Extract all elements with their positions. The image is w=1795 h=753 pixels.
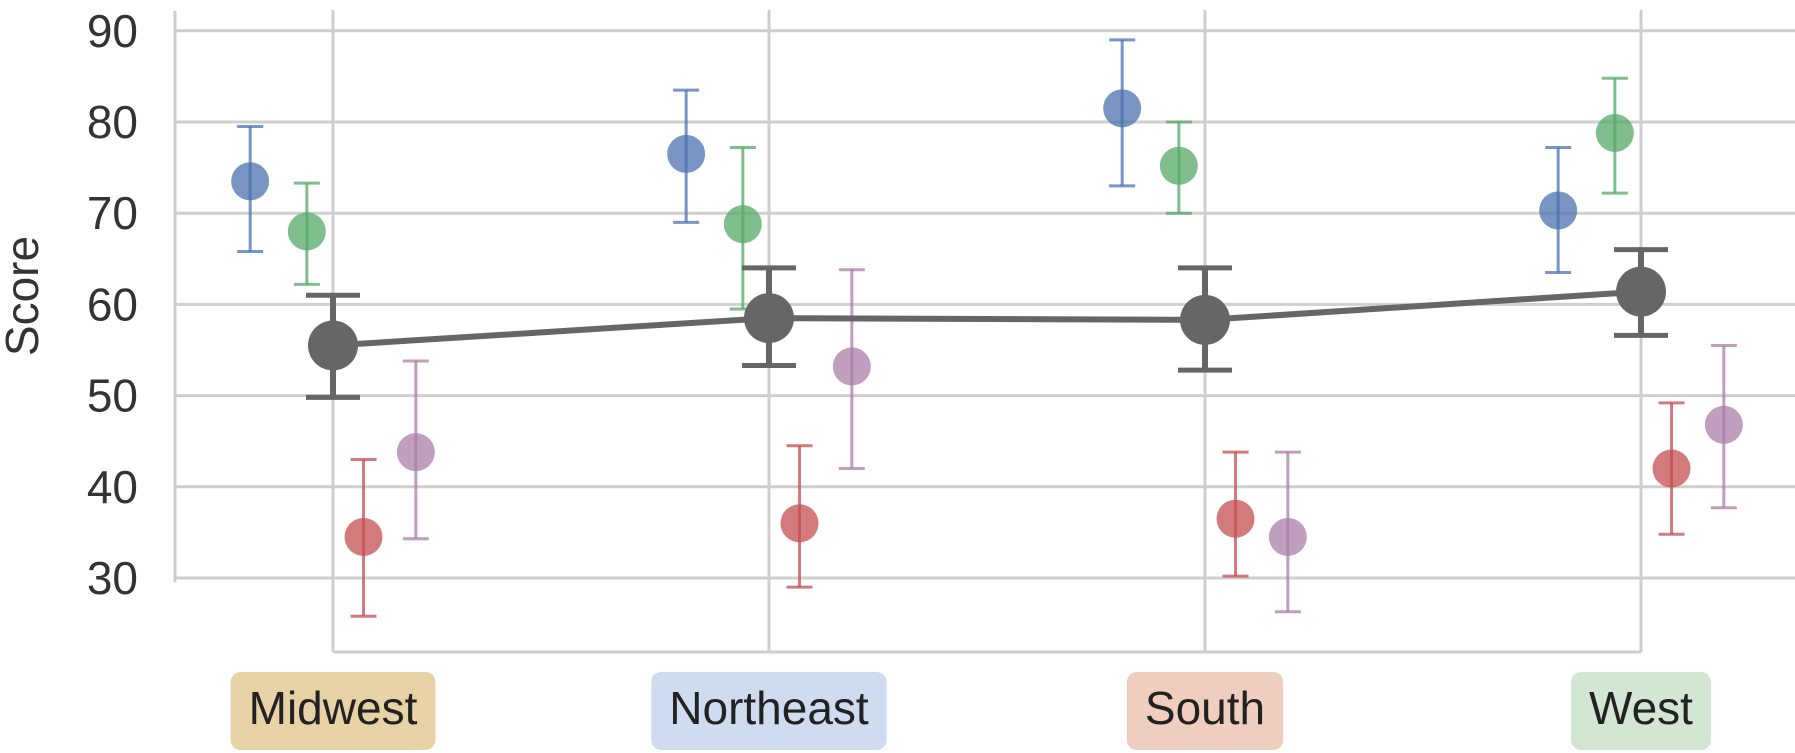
- category-label-box: [651, 672, 887, 750]
- data-point: [1652, 449, 1691, 488]
- overall-mean-point: [744, 293, 794, 344]
- data-point: [1595, 113, 1634, 152]
- data-point: [1268, 517, 1307, 556]
- y-tick-label: 70: [87, 187, 138, 239]
- data-point: [1704, 405, 1743, 444]
- series: [231, 38, 1743, 618]
- overall-mean-line: [332, 288, 1642, 349]
- category-labels: Midwest Northeast South West: [230, 672, 1711, 750]
- data-point: [780, 504, 819, 543]
- data-point: [287, 212, 326, 251]
- category-label-south: South: [1126, 672, 1284, 750]
- y-tick-label: 80: [87, 96, 138, 148]
- subgroup-series-3: [344, 401, 1691, 618]
- overall-mean-series: [306, 247, 1668, 400]
- y-axis-ticks: 30 40 50 60 70 80 90: [87, 5, 138, 604]
- grid: [173, 10, 1795, 654]
- data-point: [1216, 499, 1255, 538]
- y-tick-label: 50: [87, 370, 138, 422]
- data-point: [344, 517, 383, 556]
- subgroup-series-2: [287, 76, 1634, 311]
- data-point: [231, 162, 270, 201]
- overall-mean-point: [1180, 294, 1230, 345]
- category-label-box: [230, 672, 436, 750]
- category-label-west: West: [1571, 672, 1711, 750]
- category-label-midwest: Midwest: [230, 672, 436, 750]
- data-point: [1539, 191, 1578, 230]
- category-label-northeast: Northeast: [651, 672, 887, 750]
- category-label-text: Northeast: [669, 682, 869, 734]
- overall-mean-point: [1616, 266, 1666, 317]
- data-point: [832, 347, 871, 386]
- category-label-text: South: [1145, 682, 1265, 734]
- y-tick-label: 40: [87, 461, 138, 513]
- subgroup-series-1: [231, 38, 1578, 274]
- category-label-text: West: [1589, 682, 1693, 734]
- category-label-box: [1126, 672, 1284, 750]
- y-tick-label: 60: [87, 278, 138, 330]
- y-tick-label: 30: [87, 552, 138, 604]
- data-point: [667, 134, 706, 173]
- subgroup-series-4: [396, 268, 1743, 614]
- y-tick-label: 90: [87, 5, 138, 57]
- y-axis-label: Score: [0, 236, 48, 356]
- category-label-box: [1571, 672, 1711, 750]
- overall-mean-point: [308, 320, 358, 371]
- category-label-text: Midwest: [249, 682, 418, 734]
- data-point: [723, 205, 762, 244]
- data-point: [1103, 89, 1142, 128]
- data-point: [1159, 146, 1198, 185]
- data-point: [396, 433, 435, 472]
